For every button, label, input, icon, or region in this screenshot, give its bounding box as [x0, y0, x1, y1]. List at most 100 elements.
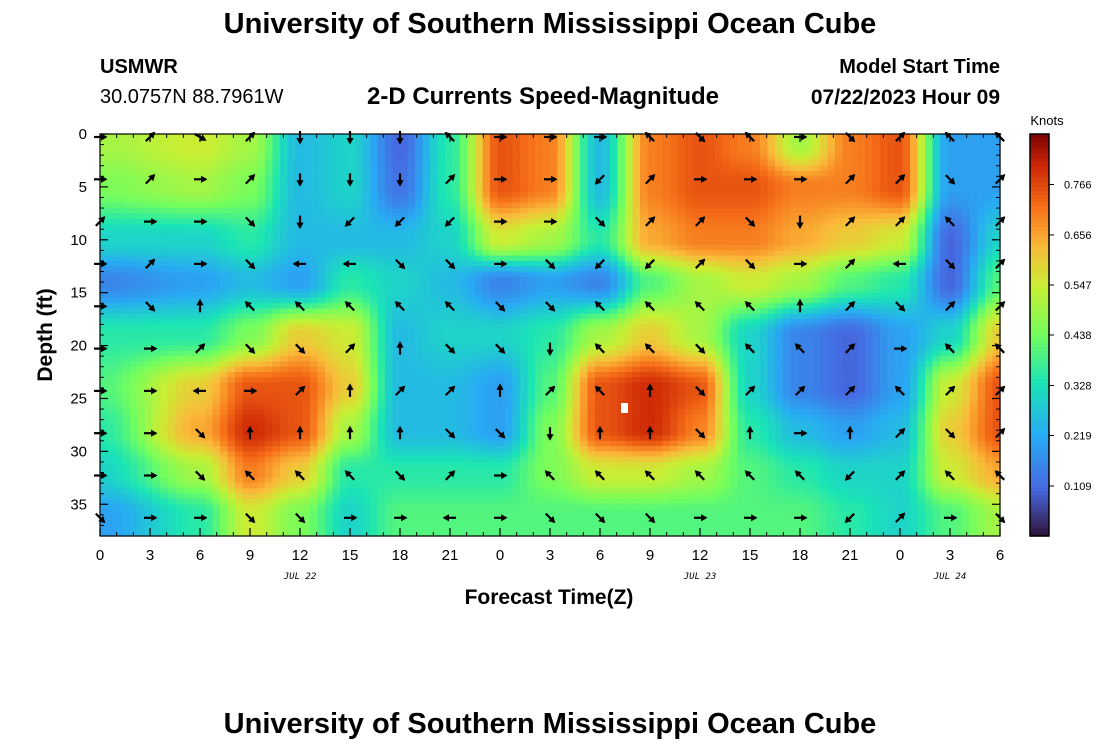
heatmap-cell [475, 144, 484, 151]
heatmap-cell [227, 308, 236, 315]
heatmap-cell [685, 266, 694, 273]
heatmap-cell [910, 155, 919, 162]
heatmap-cell [445, 229, 454, 236]
heatmap-cell [280, 282, 289, 288]
heatmap-cell [265, 213, 274, 220]
heatmap-cell [467, 335, 476, 341]
heatmap-cell [452, 271, 461, 278]
heatmap-cell [932, 139, 941, 146]
heatmap-cell [752, 160, 761, 167]
heatmap-cell [452, 234, 461, 241]
heatmap-cell [992, 340, 1001, 347]
heatmap-cell [370, 329, 379, 336]
heatmap-cell [347, 197, 356, 204]
heatmap-cell [662, 329, 671, 336]
heatmap-cell [460, 197, 469, 204]
heatmap-cell [115, 324, 124, 331]
heatmap-cell [347, 239, 356, 246]
heatmap-cell [227, 250, 236, 257]
heatmap-cell [842, 255, 851, 262]
heatmap-cell [910, 271, 919, 278]
heatmap-cell [227, 208, 236, 214]
heatmap-cell [587, 287, 596, 294]
heatmap-cell [325, 266, 334, 273]
heatmap-cell [235, 239, 244, 246]
heatmap-cell [407, 297, 416, 304]
heatmap-cell [835, 319, 844, 326]
heatmap-cell [977, 292, 986, 299]
heatmap-cell [310, 218, 319, 225]
heatmap-cell [160, 260, 169, 267]
heatmap-cell [797, 186, 806, 193]
heatmap-cell [242, 292, 251, 299]
heatmap-cell [745, 313, 754, 320]
heatmap-cell [130, 292, 139, 299]
heatmap-cell [587, 155, 596, 162]
heatmap-cell [130, 202, 139, 209]
heatmap-cell [857, 208, 866, 214]
heatmap-cell [602, 192, 611, 199]
heatmap-cell [302, 139, 311, 146]
heatmap-cell [212, 208, 221, 214]
heatmap-cell [977, 223, 986, 230]
heatmap-cell [512, 350, 521, 357]
heatmap-cell [580, 297, 589, 304]
heatmap-cell [842, 340, 851, 347]
heatmap-cell [227, 255, 236, 262]
heatmap-cell [362, 313, 371, 320]
heatmap-cell [340, 223, 349, 230]
heatmap-cell [557, 345, 566, 352]
heatmap-cell [400, 271, 409, 278]
heatmap-cell [647, 192, 656, 199]
heatmap-cell [107, 297, 116, 304]
heatmap-cell [355, 139, 364, 146]
heatmap-cell [332, 260, 341, 267]
heatmap-cell [767, 144, 776, 151]
heatmap-cell [707, 202, 716, 209]
heatmap-cell [377, 223, 386, 230]
heatmap-cell [302, 350, 311, 357]
heatmap-cell [662, 181, 671, 188]
heatmap-cell [407, 155, 416, 162]
heatmap-cell [347, 192, 356, 199]
heatmap-cell [265, 229, 274, 236]
heatmap-cell [917, 197, 926, 204]
heatmap-cell [617, 292, 626, 299]
heatmap-cell [962, 160, 971, 167]
heatmap-cell [377, 266, 386, 273]
heatmap-cell [152, 255, 161, 262]
heatmap-cell [827, 149, 836, 156]
heatmap-cell [835, 213, 844, 220]
heatmap-cell [737, 149, 746, 156]
heatmap-cell [865, 276, 874, 283]
heatmap-cell [632, 218, 641, 225]
heatmap-cell [595, 329, 604, 336]
heatmap-cell [842, 155, 851, 162]
heatmap-cell [475, 239, 484, 246]
heatmap-cell [407, 319, 416, 326]
heatmap-cell [572, 229, 581, 236]
heatmap-cell [355, 223, 364, 230]
heatmap-cell [100, 292, 109, 299]
heatmap-cell [640, 324, 649, 331]
heatmap-cell [925, 229, 934, 236]
heatmap-cell [437, 271, 446, 278]
heatmap-cell [842, 186, 851, 193]
heatmap-cell [227, 202, 236, 209]
heatmap-cell [902, 186, 911, 193]
heatmap-cell [572, 171, 581, 177]
heatmap-cell [400, 303, 409, 310]
heatmap-cell [550, 197, 559, 204]
heatmap-cell [467, 223, 476, 230]
heatmap-cell [497, 239, 506, 246]
heatmap-cell [197, 276, 206, 283]
heatmap-cell [902, 255, 911, 262]
heatmap-cell [325, 139, 334, 146]
heatmap-cell [887, 144, 896, 151]
heatmap-cell [692, 218, 701, 225]
heatmap-cell [205, 245, 214, 251]
heatmap-cell [242, 229, 251, 236]
heatmap-cell [520, 340, 529, 347]
heatmap-cell [977, 197, 986, 204]
heatmap-cell [602, 282, 611, 288]
